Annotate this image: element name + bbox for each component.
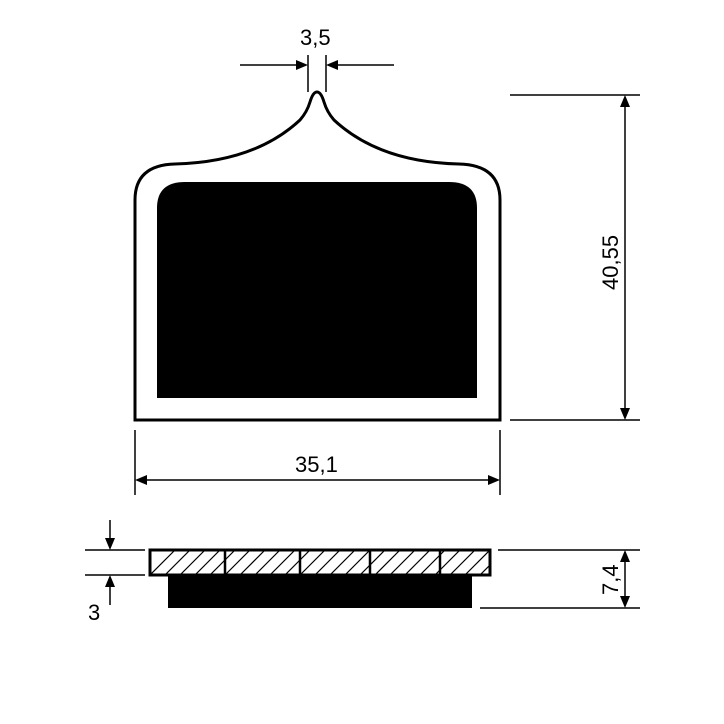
dim-backing-thickness: 3 xyxy=(85,520,145,625)
dim-backing-thickness-label: 3 xyxy=(88,600,100,625)
dim-tab-width-label: 3,5 xyxy=(300,25,331,50)
friction-pad xyxy=(157,182,477,398)
dim-height: 40,55 xyxy=(510,95,640,420)
dim-height-label: 40,55 xyxy=(598,235,623,290)
dim-width: 35,1 xyxy=(135,430,500,495)
dim-width-label: 35,1 xyxy=(295,452,338,477)
dim-total-thickness-label: 7,4 xyxy=(598,564,623,595)
front-view xyxy=(135,92,500,420)
friction-pad-side xyxy=(168,575,472,608)
side-view xyxy=(150,550,505,608)
dim-tab-width: 3,5 xyxy=(240,25,394,92)
dim-total-thickness: 7,4 xyxy=(480,550,640,608)
